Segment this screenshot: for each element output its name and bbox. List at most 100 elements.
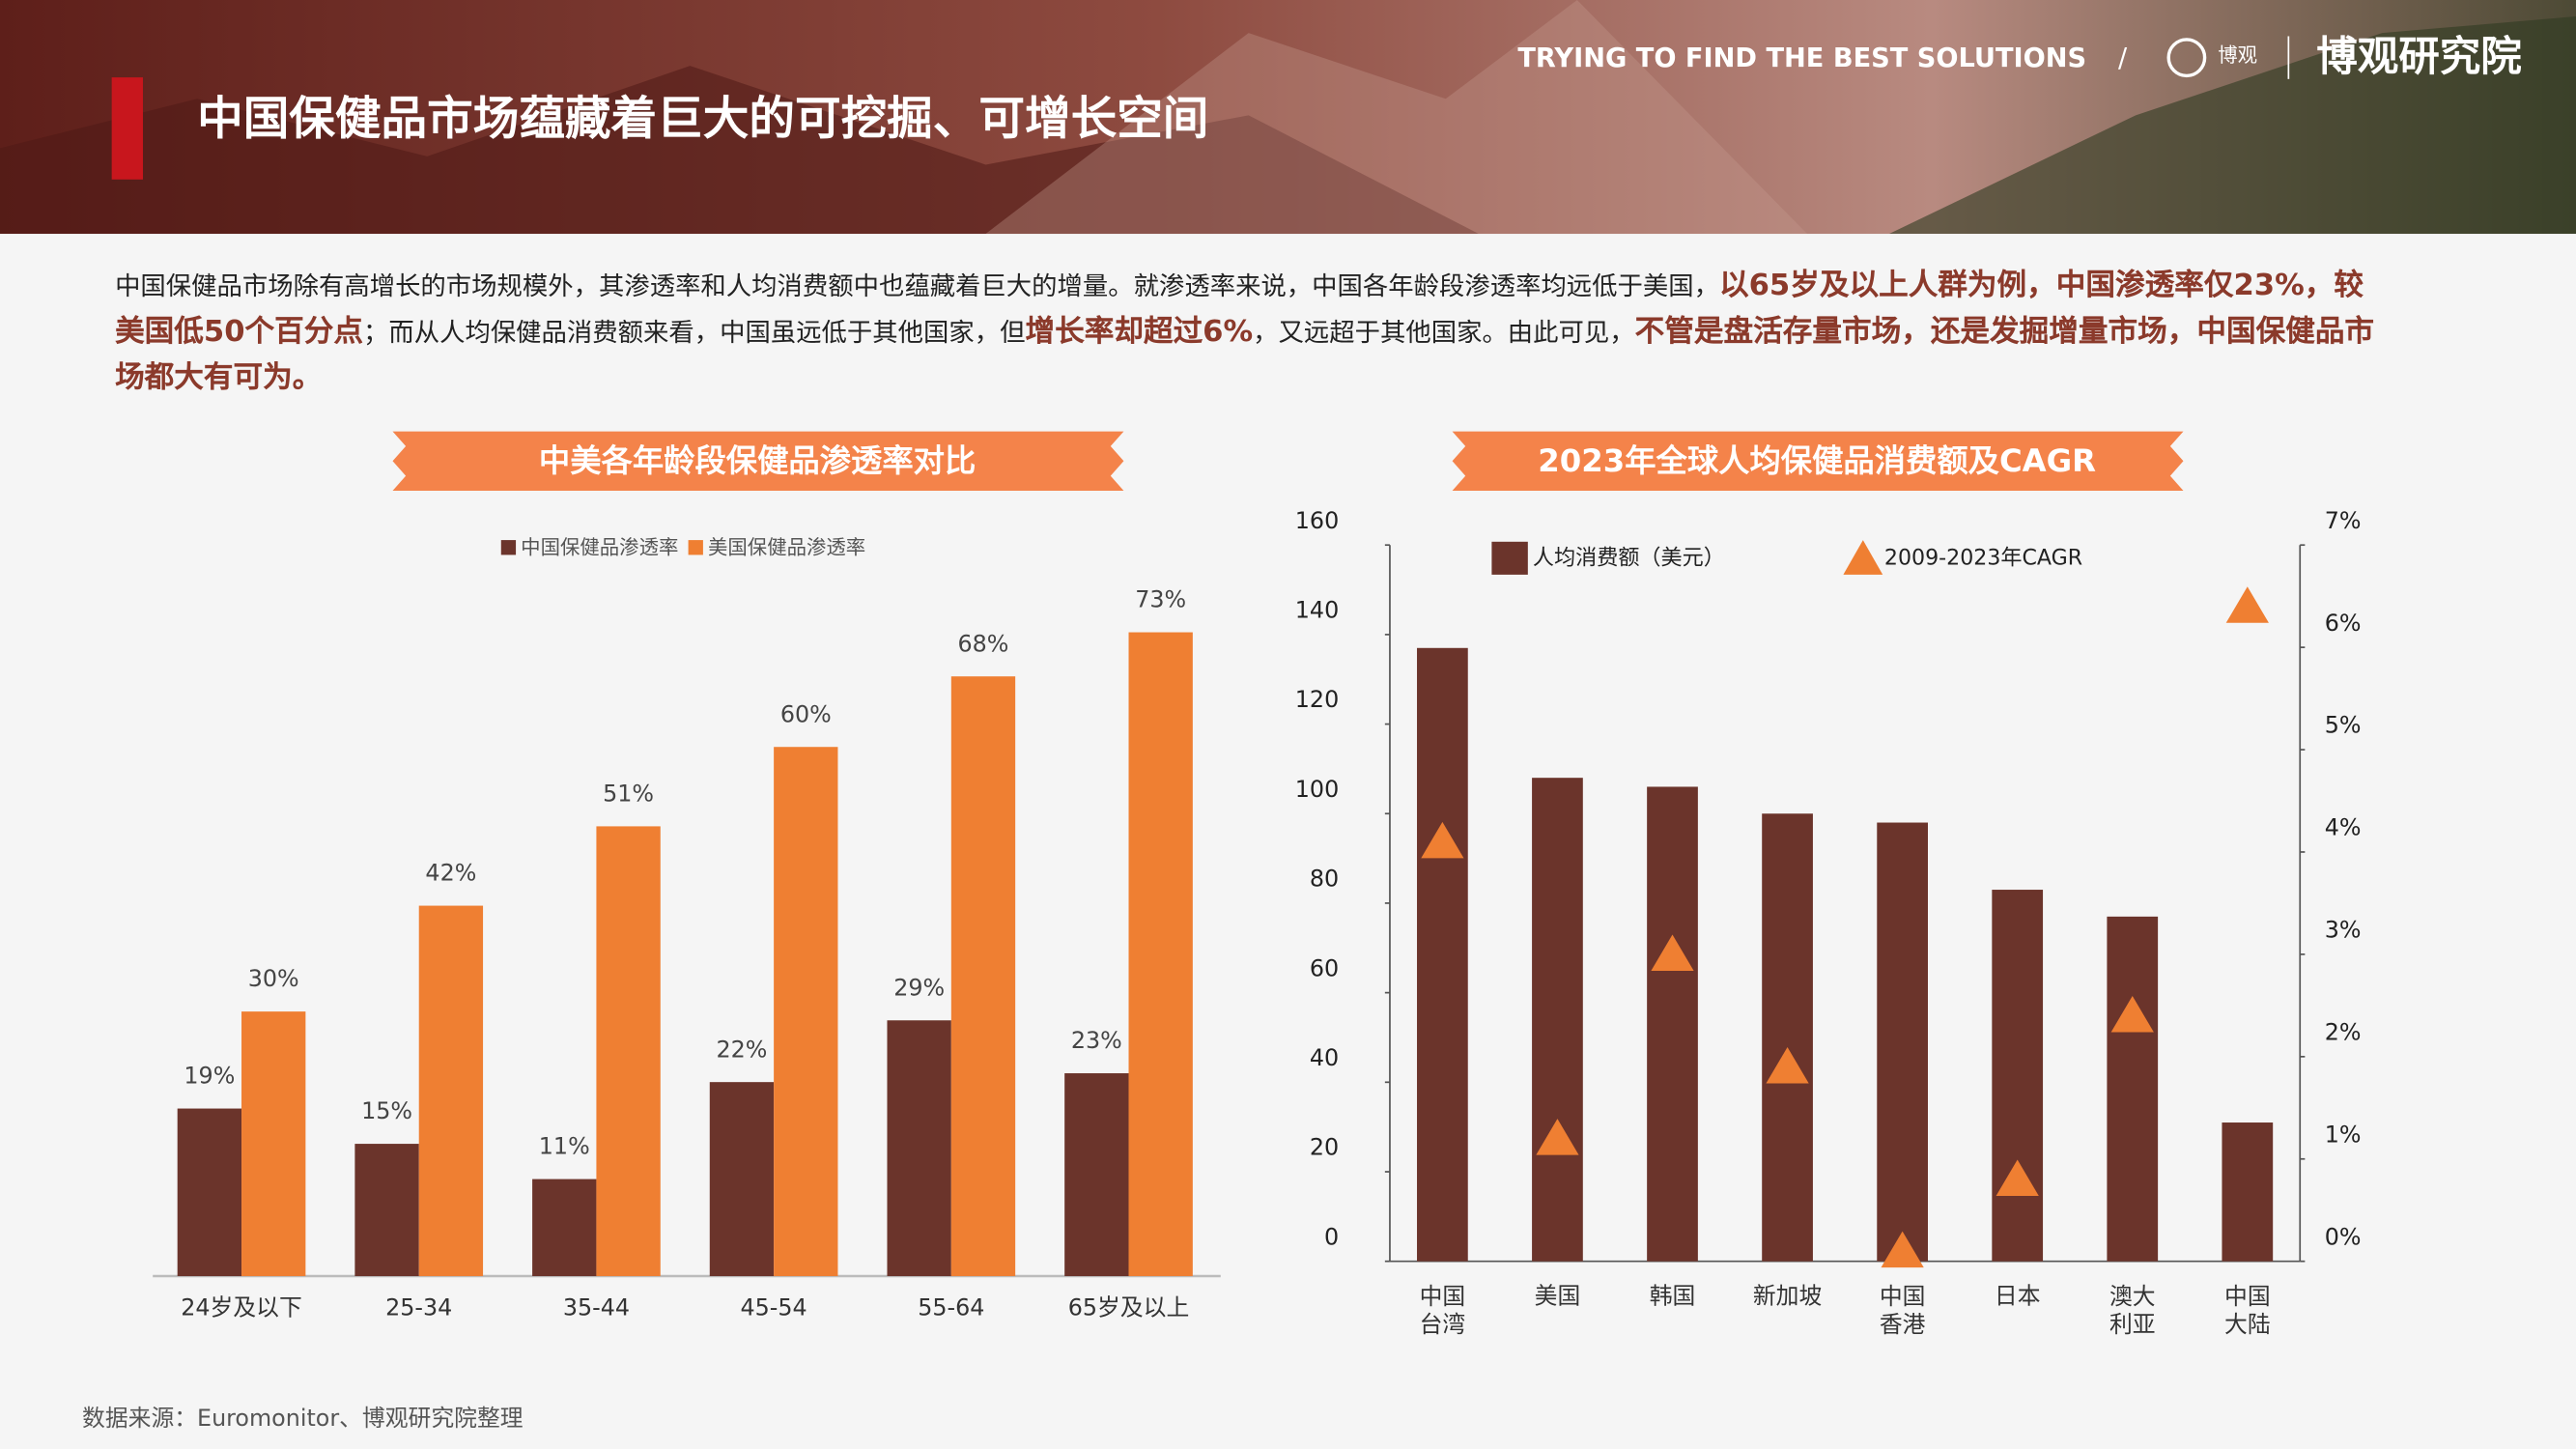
bar: [1417, 647, 1468, 1262]
legend-swatch: [1491, 541, 1528, 575]
y-tick-label: 160: [1295, 507, 1339, 534]
bar: [1992, 890, 2044, 1262]
bar: [1647, 786, 1698, 1262]
legend-label: 中国保健品渗透率: [521, 536, 678, 559]
y2-tick-label: 4%: [2325, 814, 2362, 841]
data-label: 22%: [716, 1036, 767, 1063]
data-label: 11%: [539, 1133, 590, 1160]
title-accent: [111, 77, 143, 180]
x-tick-label: 24岁及以下: [181, 1294, 302, 1321]
bar: [774, 747, 838, 1277]
logo-icon: [2166, 38, 2207, 78]
x-tick-label: 中国台湾: [1420, 1283, 1466, 1338]
bar: [241, 1011, 306, 1277]
chart-title-banner: [1452, 431, 2184, 491]
marker: [2225, 586, 2269, 623]
data-label: 15%: [361, 1097, 412, 1124]
paragraph-text: 不管是盘活存量市场，还是发掘增量市场，中国保健品市场都大有可为。: [115, 314, 2375, 396]
data-label: 30%: [248, 965, 299, 992]
paragraph-text: ；而从人均保健品消费额来看，中国虽远低于其他国家，但: [363, 317, 1026, 348]
legend-swatch: [688, 540, 703, 555]
tagline: TRYING TO FIND THE BEST SOLUTIONS: [1517, 43, 2086, 73]
bar: [596, 826, 661, 1277]
legend-label: 人均消费额（美元）: [1533, 545, 1725, 570]
bar: [1532, 778, 1583, 1262]
data-label: 60%: [780, 700, 832, 727]
bar: [950, 676, 1016, 1277]
y-tick-label: 40: [1310, 1044, 1339, 1071]
marker: [2110, 996, 2154, 1033]
y2-tick-label: 6%: [2325, 610, 2362, 637]
x-tick-label: 美国: [1535, 1283, 1581, 1310]
y-tick-label: 60: [1310, 954, 1339, 981]
data-label: 29%: [893, 974, 945, 1001]
legend-label: 2009-2023年CAGR: [1884, 545, 2082, 570]
x-tick-label: 中国香港: [1880, 1283, 1926, 1338]
bar: [177, 1108, 242, 1277]
y2-tick-label: 7%: [2325, 507, 2362, 534]
bar: [1762, 813, 1813, 1262]
bar: [887, 1020, 951, 1277]
y-tick-label: 100: [1295, 776, 1339, 803]
legend-swatch: [1843, 540, 1883, 575]
marker: [1651, 934, 1694, 971]
separator: /: [2118, 43, 2128, 73]
bar: [418, 905, 484, 1277]
bar: [2107, 916, 2159, 1262]
bar: [532, 1179, 597, 1277]
x-tick-label: 25-34: [385, 1294, 452, 1321]
brand: 博观研究院: [2316, 33, 2522, 81]
x-tick-label: 新加坡: [1753, 1283, 1822, 1310]
chart-title-banner: [392, 431, 1124, 491]
bar: [1877, 822, 1928, 1262]
mountain: [0, 66, 1479, 235]
y2-tick-label: 0%: [2325, 1223, 2362, 1250]
paragraph-box: 中国保健品市场除有高增长的市场规模外，其渗透率和人均消费额中也蕴藏着巨大的增量。…: [115, 264, 2382, 402]
logo-mark: 博观: [2218, 43, 2257, 67]
data-label: 51%: [603, 780, 654, 807]
y-tick-label: 120: [1295, 686, 1339, 713]
x-tick-label: 澳大利亚: [2109, 1283, 2156, 1338]
bar: [2222, 1122, 2274, 1262]
x-tick-label: 韩国: [1650, 1283, 1696, 1310]
x-tick-label: 45-54: [741, 1294, 807, 1321]
x-tick-label: 35-44: [563, 1294, 630, 1321]
marker: [1421, 821, 1464, 859]
source-note: 数据来源：Euromonitor、博观研究院整理: [82, 1405, 524, 1432]
marker: [1766, 1046, 1809, 1084]
y-tick-label: 20: [1310, 1134, 1339, 1161]
legend-label: 美国保健品渗透率: [708, 536, 865, 559]
paragraph-text: ，又远超于其他国家。由此可见，: [1253, 317, 1635, 348]
x-tick-label: 中国大陆: [2224, 1283, 2271, 1338]
marker: [1536, 1119, 1579, 1155]
page-title: 中国保健品市场蕴藏着巨大的可挖掘、可增长空间: [197, 93, 1208, 146]
y2-tick-label: 3%: [2325, 917, 2362, 944]
y2-tick-label: 5%: [2325, 712, 2362, 739]
marker: [1881, 1231, 1924, 1268]
data-label: 73%: [1135, 586, 1186, 613]
data-label: 68%: [958, 630, 1009, 657]
bar: [1064, 1073, 1129, 1277]
data-label: 23%: [1071, 1027, 1122, 1054]
data-label: 42%: [425, 860, 476, 887]
x-tick-label: 55-64: [918, 1294, 984, 1321]
paragraph-text: 增长率却超过6%: [1025, 314, 1254, 350]
chart-title: 中美各年龄段保健品渗透率对比: [539, 442, 976, 479]
paragraph: 中国保健品市场除有高增长的市场规模外，其渗透率和人均消费额中也蕴藏着巨大的增量。…: [115, 264, 2382, 402]
bar: [354, 1144, 419, 1277]
x-tick-label: 65岁及以上: [1068, 1294, 1190, 1321]
paragraph-text: 中国保健品市场除有高增长的市场规模外，其渗透率和人均消费额中也蕴藏着巨大的增量。…: [115, 271, 1720, 301]
y-tick-label: 80: [1310, 866, 1339, 893]
marker: [1996, 1159, 2039, 1196]
data-label: 19%: [184, 1063, 235, 1090]
y-tick-label: 140: [1295, 597, 1339, 624]
bar: [1128, 632, 1193, 1277]
x-tick-label: 日本: [1995, 1283, 2041, 1310]
legend-swatch: [500, 540, 517, 555]
y2-tick-label: 2%: [2325, 1018, 2362, 1045]
mountain: [1889, 16, 2576, 235]
y2-tick-label: 1%: [2325, 1121, 2362, 1148]
y-tick-label: 0: [1324, 1223, 1339, 1250]
mountain: [985, 0, 1807, 235]
